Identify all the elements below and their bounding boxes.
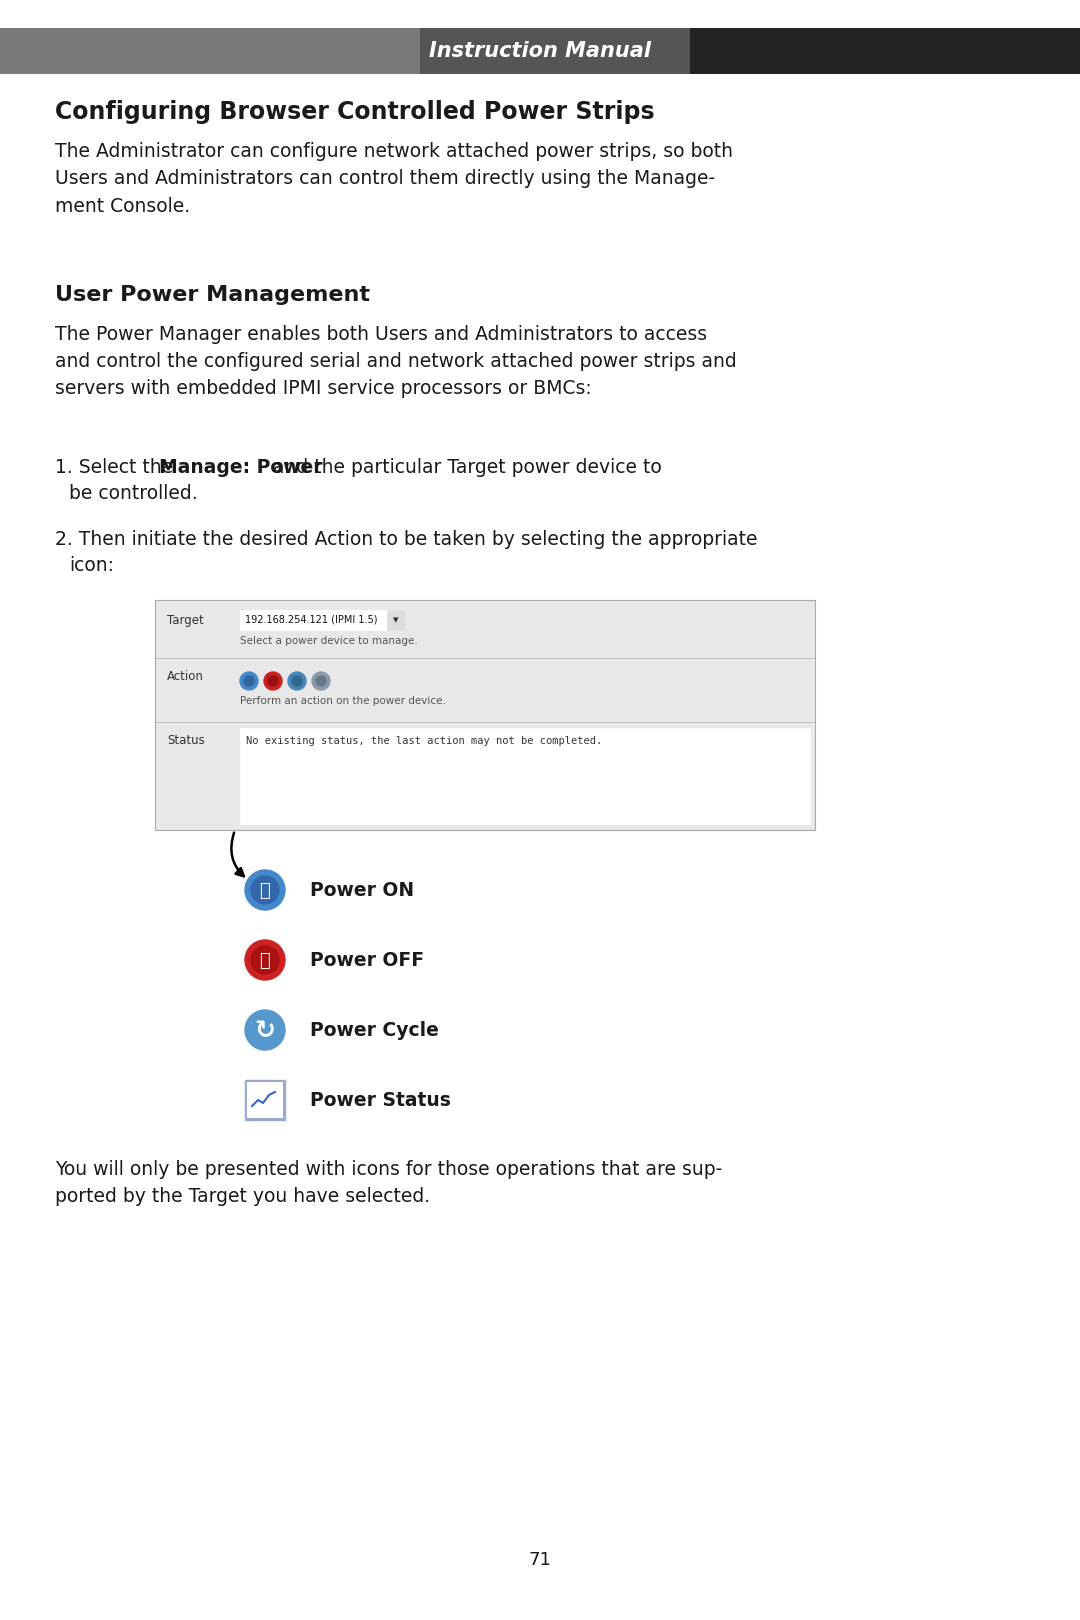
Text: You will only be presented with icons for those operations that are sup-
ported : You will only be presented with icons fo… xyxy=(55,1160,723,1207)
Bar xyxy=(156,723,815,829)
Text: No existing status, the last action may not be completed.: No existing status, the last action may … xyxy=(246,735,603,745)
Text: ▾: ▾ xyxy=(393,616,399,625)
Bar xyxy=(387,611,405,630)
Text: Target: Target xyxy=(167,614,204,627)
Text: Power Cycle: Power Cycle xyxy=(310,1021,438,1040)
Text: Power ON: Power ON xyxy=(310,881,414,899)
Text: Power Status: Power Status xyxy=(310,1090,450,1110)
Text: The Administrator can configure network attached power strips, so both
Users and: The Administrator can configure network … xyxy=(55,143,733,215)
Text: Perform an action on the power device.: Perform an action on the power device. xyxy=(240,697,446,706)
Bar xyxy=(240,611,405,630)
Text: 2. Then initiate the desired Action to be taken by selecting the appropriate: 2. Then initiate the desired Action to b… xyxy=(55,530,757,549)
Text: Select a power device to manage.: Select a power device to manage. xyxy=(240,637,418,646)
Circle shape xyxy=(312,672,330,690)
Circle shape xyxy=(316,676,326,685)
Text: be controlled.: be controlled. xyxy=(69,484,198,502)
Text: Manage: Power: Manage: Power xyxy=(160,458,323,476)
Circle shape xyxy=(292,676,302,685)
Bar xyxy=(240,727,810,825)
Text: ↻: ↻ xyxy=(255,1019,275,1043)
Bar xyxy=(690,28,1080,75)
Text: Status: Status xyxy=(167,734,205,747)
Text: User Power Management: User Power Management xyxy=(55,285,370,305)
Text: Instruction Manual: Instruction Manual xyxy=(429,40,651,62)
Text: 71: 71 xyxy=(528,1550,552,1570)
Circle shape xyxy=(268,676,278,685)
Circle shape xyxy=(288,672,306,690)
Text: 1. Select the: 1. Select the xyxy=(55,458,179,476)
Bar xyxy=(156,599,815,829)
Text: Configuring Browser Controlled Power Strips: Configuring Browser Controlled Power Str… xyxy=(55,100,654,125)
Circle shape xyxy=(251,946,279,974)
Bar xyxy=(156,658,815,723)
Text: ⏻: ⏻ xyxy=(259,881,270,901)
Text: and the particular Target power device to: and the particular Target power device t… xyxy=(267,458,662,476)
Circle shape xyxy=(264,672,282,690)
Circle shape xyxy=(251,876,279,904)
Bar xyxy=(156,599,815,829)
Bar xyxy=(156,599,815,658)
Bar xyxy=(247,1082,283,1118)
Text: ⏻: ⏻ xyxy=(259,953,270,970)
Circle shape xyxy=(245,870,285,910)
Text: Power OFF: Power OFF xyxy=(310,951,424,969)
Text: The Power Manager enables both Users and Administrators to access
and control th: The Power Manager enables both Users and… xyxy=(55,326,737,399)
Circle shape xyxy=(240,672,258,690)
Circle shape xyxy=(245,1009,285,1050)
Bar xyxy=(245,1081,285,1119)
Circle shape xyxy=(245,940,285,980)
Text: 192.168.254.121 (IPMI 1.5): 192.168.254.121 (IPMI 1.5) xyxy=(245,616,378,625)
FancyArrowPatch shape xyxy=(231,833,244,876)
Circle shape xyxy=(244,676,254,685)
Text: Action: Action xyxy=(167,671,204,684)
Bar xyxy=(0,28,420,75)
Text: icon:: icon: xyxy=(69,556,114,575)
Bar xyxy=(420,28,690,75)
